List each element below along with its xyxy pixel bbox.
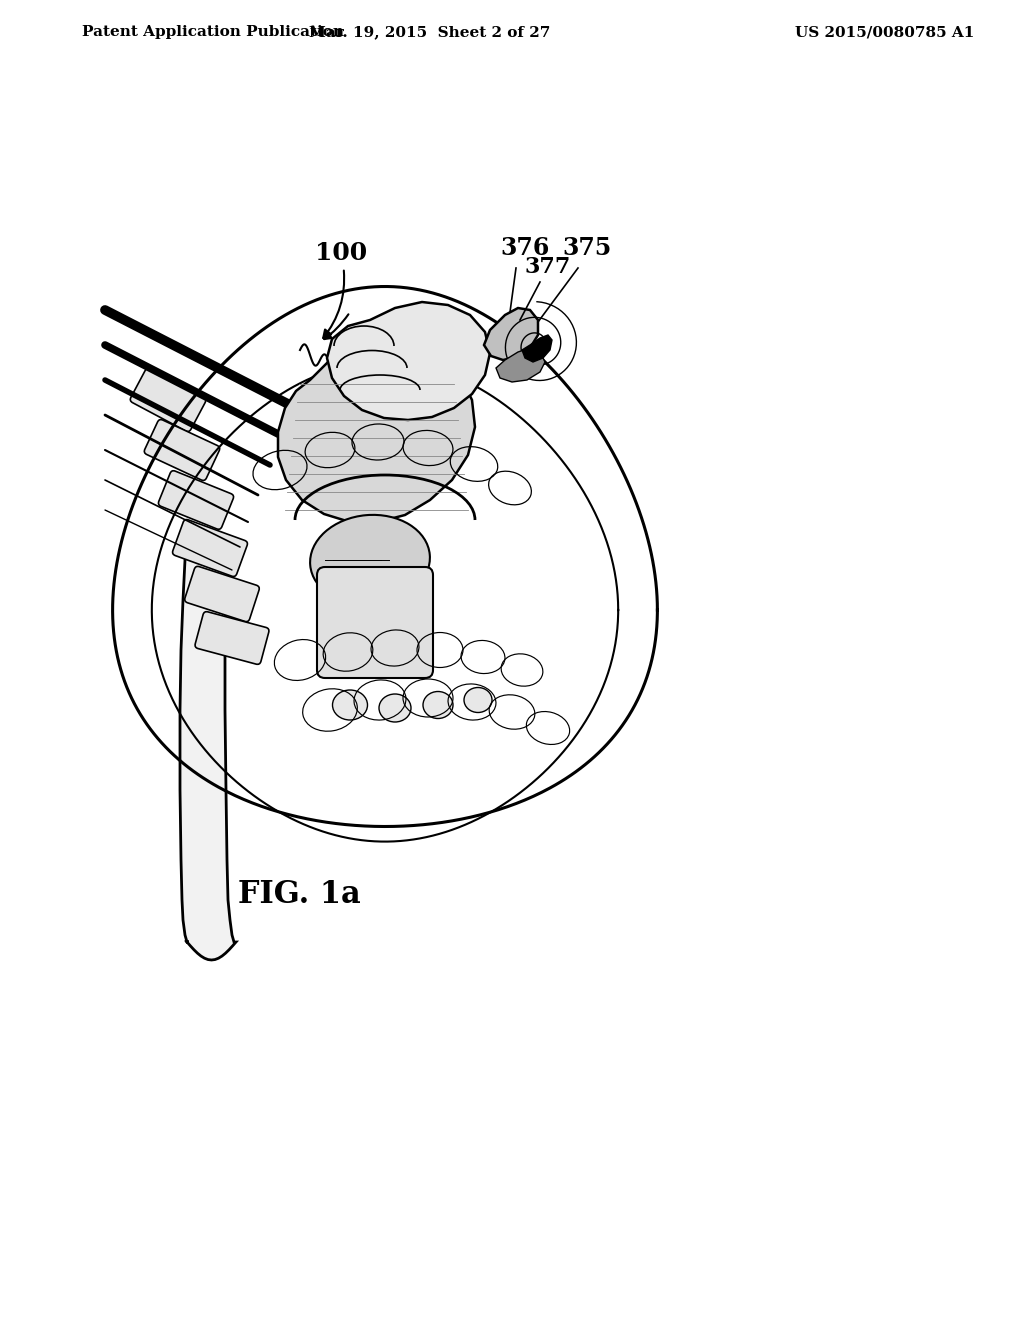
FancyBboxPatch shape: [159, 471, 233, 529]
FancyBboxPatch shape: [184, 566, 259, 622]
Text: FIG. 1a: FIG. 1a: [238, 879, 360, 909]
Ellipse shape: [423, 692, 453, 718]
FancyBboxPatch shape: [144, 420, 220, 480]
FancyBboxPatch shape: [317, 568, 433, 678]
FancyBboxPatch shape: [173, 520, 248, 577]
Text: 375: 375: [562, 236, 611, 260]
Ellipse shape: [464, 688, 492, 713]
Text: 100: 100: [315, 242, 368, 338]
Polygon shape: [496, 348, 545, 381]
Ellipse shape: [379, 694, 411, 722]
Ellipse shape: [310, 515, 430, 605]
FancyBboxPatch shape: [195, 611, 269, 664]
Polygon shape: [327, 302, 490, 420]
FancyBboxPatch shape: [130, 368, 206, 432]
Polygon shape: [180, 540, 236, 960]
Text: 377: 377: [524, 256, 570, 279]
Polygon shape: [522, 335, 552, 362]
Text: Patent Application Publication: Patent Application Publication: [82, 25, 344, 40]
Text: US 2015/0080785 A1: US 2015/0080785 A1: [795, 25, 975, 40]
Polygon shape: [484, 308, 538, 360]
Text: 376: 376: [500, 236, 549, 260]
Ellipse shape: [333, 690, 368, 719]
Text: Mar. 19, 2015  Sheet 2 of 27: Mar. 19, 2015 Sheet 2 of 27: [309, 25, 551, 40]
Polygon shape: [278, 338, 475, 521]
